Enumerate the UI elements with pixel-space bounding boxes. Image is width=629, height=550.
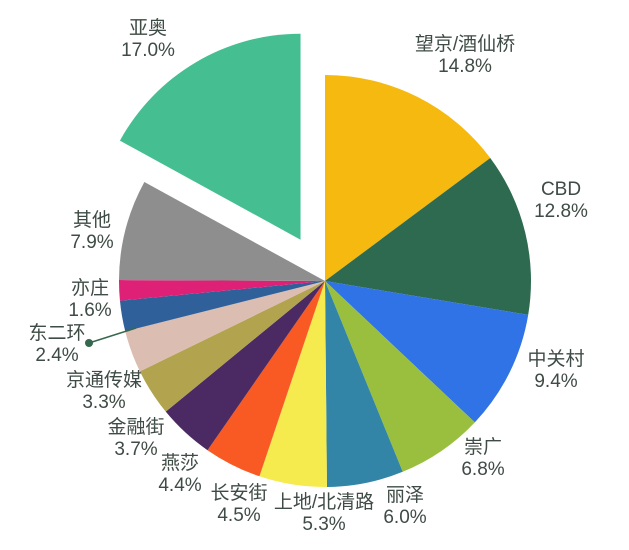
pie-slice-8 — [165, 281, 325, 451]
pie-label-2: CBD 12.8% — [534, 179, 588, 222]
pie-label-1: 望京/酒仙桥 14.8% — [415, 33, 515, 77]
pie-slice-5 — [325, 281, 403, 487]
pie-slice-14 — [119, 33, 301, 240]
pie-slice-4 — [325, 281, 475, 472]
leader-dot — [85, 339, 93, 347]
pie-slice-6 — [259, 281, 327, 487]
pie-label-6: 上地/北清路 5.3% — [274, 491, 374, 535]
leader-line — [88, 327, 137, 344]
pie-label-3: 中关村 9.4% — [527, 348, 584, 392]
pie-slice-12 — [118, 280, 326, 301]
pie-label-4: 崇广 6.8% — [461, 436, 504, 480]
pie-label-14: 亚奥 17.0% — [121, 17, 175, 61]
pie-label-10: 京通传媒 3.3% — [66, 369, 142, 413]
pie-slice-3 — [325, 281, 529, 423]
pie-label-5: 丽泽 6.0% — [383, 485, 426, 528]
pie-label-7: 长安街 4.5% — [210, 482, 267, 526]
pie-label-13: 其他 7.9% — [70, 209, 113, 253]
pie-slice-9 — [139, 281, 325, 412]
pie-slice-2 — [325, 157, 532, 315]
pie-slice-13 — [119, 181, 325, 281]
pie-label-12: 亦庄 1.6% — [68, 277, 111, 321]
pie-slice-10 — [125, 281, 325, 372]
pie-slice-7 — [207, 281, 325, 477]
pie-label-8: 燕莎 4.4% — [158, 452, 201, 496]
pie-label-11: 东二环 2.4% — [28, 322, 85, 366]
pie-slice-1 — [325, 75, 491, 281]
pie-slice-11 — [119, 281, 325, 332]
pie-label-9: 金融街 3.7% — [107, 416, 164, 460]
